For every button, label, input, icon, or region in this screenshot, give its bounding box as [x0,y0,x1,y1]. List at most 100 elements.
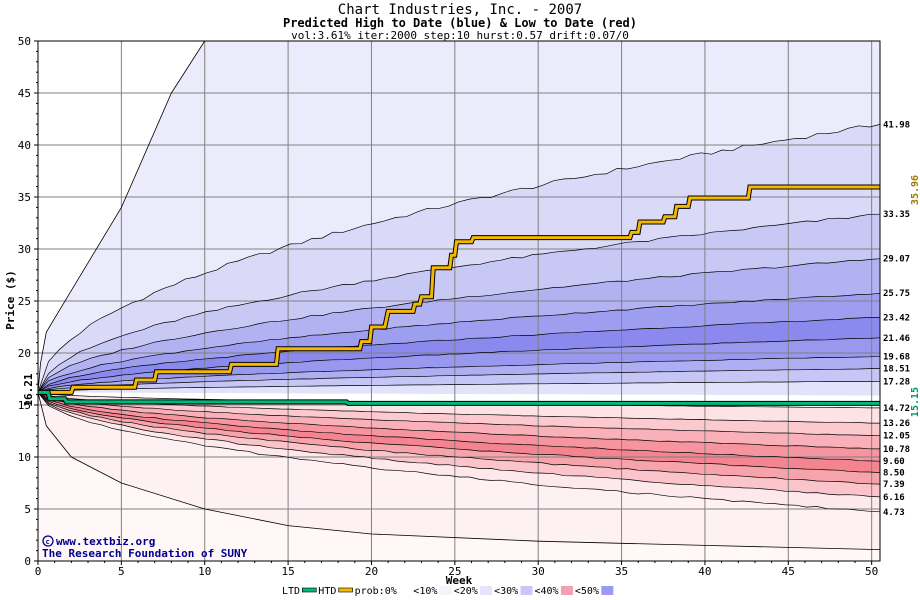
high-band-5 [38,317,880,393]
high-end-label: 29.07 [883,255,910,265]
high-quantile-line-0 [37,124,881,393]
low-end-label: 14.72 [883,404,910,414]
low-quantile-line-1 [37,392,880,424]
low-end-label: 4.73 [883,508,905,518]
x-tick-label: 45 [782,565,795,578]
high-end-label: 18.51 [883,364,910,374]
series-lines [37,40,881,550]
y-tick-label: 15 [18,399,31,412]
low-end-label: 7.39 [883,480,905,490]
y-tick-label: 5 [24,503,31,516]
low-quantile-line-7 [37,392,881,498]
legend-prob-label-1: <10% [413,586,437,597]
low-band-1 [38,392,880,424]
high-quantile-line-1 [37,213,881,393]
legend-prob-label-4: <40% [535,586,559,597]
legend-prob-swatch-2 [480,586,493,595]
x-tick-label: 15 [281,565,294,578]
low-end-label: 13.26 [883,419,910,429]
legend-prob-label-5: <50% [575,586,599,597]
x-tick-label: 25 [448,565,461,578]
high-end-label: 19.68 [883,352,910,362]
credit-block: c www.textbiz.org The Research Foundatio… [42,535,248,560]
high-band-4 [38,293,880,393]
ltd-end-label: 15.15 [910,387,920,417]
high-band-2 [38,214,880,393]
low-end-label: 8.50 [883,469,905,479]
axes: 0 5 10 15 20 25 30 35 40 45 50 0 5 10 15 20 25 30 35 40 45 50… [18,35,910,578]
low-quantile-line-2 [37,392,881,437]
low-end-label: 12.05 [883,432,910,442]
high-quantile-line-2 [37,258,881,393]
copyright-glyph: c [46,538,50,546]
x-tick-label: 35 [615,565,628,578]
legend-prob-label-3: <30% [494,586,518,597]
high-end-label: 21.46 [883,334,910,344]
y-tick-label: 20 [18,347,31,360]
low-quantile-line-5 [37,392,881,473]
low-band-outer [38,392,880,550]
legend-htd-swatch [338,587,353,593]
high-end-label: 33.35 [883,210,910,220]
legend-prob-label-0: prob:0% [355,586,397,597]
high-band-6 [38,337,880,393]
x-tick-label: 10 [198,565,211,578]
x-tick-label: 5 [118,565,125,578]
y-tick-label: 45 [18,87,31,100]
high-band-3 [38,258,880,393]
x-axis-label: Week [446,574,473,587]
credit-org: The Research Foundation of SUNY [42,547,248,560]
legend-prob-label-2: <20% [454,586,478,597]
high-end-label: 41.98 [883,120,910,130]
low-band-2 [38,392,880,436]
legend-prob-swatch-5 [601,586,614,595]
high-quantile-line-4 [37,317,880,393]
copyright-icon [42,535,54,547]
chart-title: Chart Industries, Inc. - 2007 [337,2,583,18]
high-quantile-line-8 [37,380,881,393]
low-quantile-line-4 [37,392,881,462]
low-quantile-line-8 [37,392,881,513]
high-band-7 [38,356,880,393]
chart-params: vol:3.61% iter:2000 step:10 hurst:0.57 d… [291,29,629,42]
y-tick-label: 35 [18,191,31,204]
high-band-8 [38,368,880,393]
legend: LTD HTD prob:0% <10% <20% <30% <40% <50% [282,586,614,597]
x-tick-label: 40 [698,565,711,578]
low-quantile-line-6 [37,392,881,485]
legend-ltd-label: LTD [282,586,300,597]
high-end-label: 17.28 [883,377,910,387]
chart-subtitle: Predicted High to Date (blue) & Low to D… [282,16,637,30]
htd-end-label: 35.96 [910,175,920,205]
low-end-label: 10.78 [883,445,910,455]
high-band-inner [38,381,880,396]
low-end-label: 6.16 [883,493,905,503]
high-quantile-line-7 [37,368,881,393]
x-tick-label: 30 [532,565,545,578]
legend-prob-swatch-0 [399,586,412,595]
x-tick-label: 50 [865,565,878,578]
htd-line [38,185,880,394]
low-band-7 [38,392,880,497]
y-axis-label: Price ($) [4,270,17,330]
low-band-3 [38,392,880,449]
legend-ltd-swatch [301,587,317,593]
y-tick-label: 10 [18,451,31,464]
high-envelope-line [37,40,206,393]
y-tick-label: 0 [24,555,31,568]
y-tick-label: 30 [18,243,31,256]
low-end-label: 9.60 [883,457,905,467]
high-quantile-line-6 [37,355,881,393]
low-band-4 [38,392,880,462]
high-quantile-line-3 [37,292,881,393]
start-price-label: 16.21 [22,373,35,406]
y-tick-label: 40 [18,139,31,152]
x-tick-label: 20 [365,565,378,578]
y-tick-label: 50 [18,35,31,48]
legend-prob-swatch-4 [560,586,573,595]
credit-url: www.textbiz.org [56,535,155,548]
ltd-line [38,390,880,405]
y-tick-label: 25 [18,295,31,308]
legend-prob-swatch-3 [520,586,533,595]
